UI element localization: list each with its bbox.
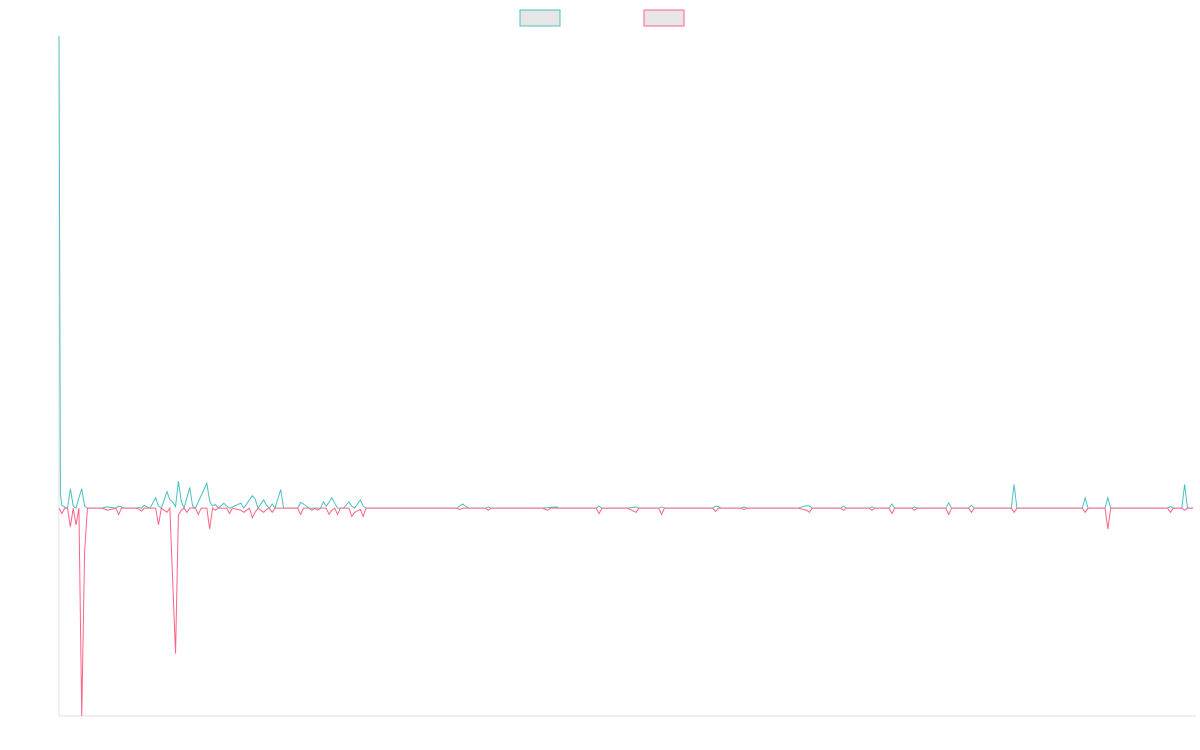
- series-layer: [58, 35, 1194, 717]
- legend-swatch-1[interactable]: [519, 9, 561, 27]
- legend-swatch-2[interactable]: [643, 9, 685, 27]
- series-line-2: [58, 506, 1194, 717]
- legend: [519, 9, 685, 27]
- plot-area: [58, 35, 1196, 717]
- series-line-1: [58, 35, 1194, 510]
